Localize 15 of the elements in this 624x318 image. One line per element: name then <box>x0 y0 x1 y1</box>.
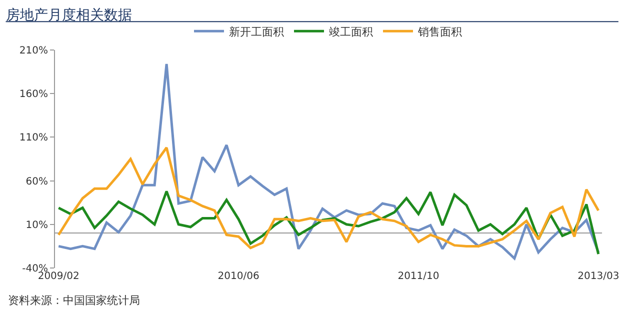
line-series <box>57 190 600 256</box>
line-series <box>57 146 600 250</box>
y-tick-label: 110% <box>19 132 48 144</box>
text: 资料来源：中国国家统计局 <box>8 294 140 307</box>
y-tick-label: 160% <box>19 89 48 100</box>
legend-label: 销售面积 <box>417 25 462 38</box>
y-tick-label: 210% <box>19 46 48 56</box>
x-tick-label: 2011/10 <box>398 271 440 282</box>
x-tick-label: 2010/06 <box>218 271 260 282</box>
chart-title: 房地产月度相关数据 <box>6 7 132 24</box>
y-tick-label: 10% <box>26 220 48 231</box>
legend-label: 竣工面积 <box>329 25 373 38</box>
legend-label: 新开工面积 <box>229 25 284 38</box>
x-tick-label: 2013/03 <box>578 271 620 282</box>
y-tick-label: 60% <box>26 176 48 188</box>
